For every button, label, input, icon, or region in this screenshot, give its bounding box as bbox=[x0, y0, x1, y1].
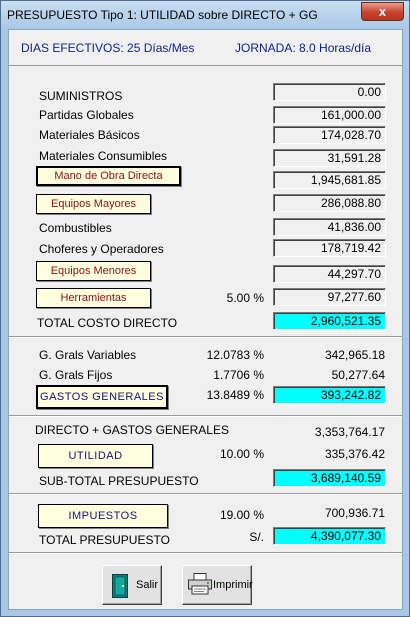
gg-fijos-label: G. Grals Fijos bbox=[39, 368, 113, 382]
materiales-consumibles-label: Materiales Consumibles bbox=[39, 149, 168, 163]
materiales-consumibles-value: 31,591.28 bbox=[273, 149, 386, 167]
printer-icon bbox=[188, 573, 212, 598]
salir-label: Salir bbox=[136, 579, 159, 591]
close-button[interactable]: x bbox=[361, 2, 404, 21]
equipos-menores-button[interactable]: Equipos Menores bbox=[36, 261, 151, 281]
client-area: DIAS EFECTIVOS: 25 Días/Mes JORNADA: 8.0… bbox=[8, 29, 403, 610]
total-directo-value: 2,960,521.35 bbox=[273, 312, 386, 330]
gg-variables-percent: 12.0783 % bbox=[206, 348, 264, 362]
mano-obra-button[interactable]: Mano de Obra Directa bbox=[36, 166, 181, 186]
equipos-mayores-button[interactable]: Equipos Mayores bbox=[36, 194, 151, 214]
combustibles-value: 41,836.00 bbox=[273, 218, 386, 236]
herramientas-value: 97,277.60 bbox=[273, 288, 386, 306]
equipos-mayores-value: 286,088.80 bbox=[273, 194, 386, 212]
total-directo-label: TOTAL COSTO DIRECTO bbox=[37, 316, 178, 330]
currency-label: S/. bbox=[249, 530, 264, 544]
total-presupuesto-label: TOTAL PRESUPUESTO bbox=[39, 533, 170, 547]
imprimir-button[interactable]: Imprimir bbox=[182, 565, 253, 605]
choferes-value: 178,719.42 bbox=[273, 239, 386, 257]
impuestos-value: 700,936.71 bbox=[324, 506, 385, 520]
gg-fijos-percent: 1.7706 % bbox=[213, 368, 264, 382]
herramientas-button[interactable]: Herramientas bbox=[36, 288, 151, 308]
directo-gg-value: 3,353,764.17 bbox=[314, 425, 385, 439]
impuestos-button[interactable]: IMPUESTOS bbox=[38, 504, 168, 528]
exit-door-icon bbox=[112, 574, 128, 601]
materiales-basicos-label: Materiales Básicos bbox=[39, 128, 140, 142]
directo-gg-label: DIRECTO + GASTOS GENERALES bbox=[35, 423, 229, 437]
salir-button[interactable]: Salir bbox=[102, 565, 162, 605]
partidas-value: 161,000.00 bbox=[273, 106, 386, 124]
subtotal-label: SUB-TOTAL PRESUPUESTO bbox=[39, 474, 199, 488]
herramientas-percent: 5.00 % bbox=[226, 291, 264, 305]
title-bar: PRESUPUESTO Tipo 1: UTILIDAD sobre DIREC… bbox=[1, 1, 409, 29]
divider bbox=[9, 493, 402, 495]
gg-fijos-value: 50,277.64 bbox=[331, 368, 385, 382]
utilidad-button[interactable]: UTILIDAD bbox=[38, 444, 153, 468]
gastos-generales-percent: 13.8489 % bbox=[206, 388, 264, 402]
total-presupuesto-value: 4,390,077.30 bbox=[273, 527, 386, 545]
header-band: DIAS EFECTIVOS: 25 Días/Mes JORNADA: 8.0… bbox=[9, 30, 402, 66]
utilidad-value: 335,376.42 bbox=[324, 447, 385, 461]
combustibles-label: Combustibles bbox=[39, 221, 112, 235]
equipos-menores-value: 44,297.70 bbox=[273, 265, 386, 283]
impuestos-percent: 19.00 % bbox=[219, 508, 264, 522]
divider bbox=[9, 552, 402, 554]
dias-efectivos-text: DIAS EFECTIVOS: 25 Días/Mes bbox=[21, 41, 195, 55]
jornada-text: JORNADA: 8.0 Horas/día bbox=[235, 41, 372, 55]
imprimir-label: Imprimir bbox=[213, 579, 253, 591]
gastos-generales-value: 393,242.82 bbox=[273, 386, 386, 404]
gg-variables-value: 342,965.18 bbox=[324, 348, 385, 362]
utilidad-percent: 10.00 % bbox=[219, 447, 264, 461]
mano-obra-value: 1,945,681.85 bbox=[273, 171, 386, 189]
materiales-basicos-value: 174,028.70 bbox=[273, 126, 386, 144]
window-title: PRESUPUESTO Tipo 1: UTILIDAD sobre DIREC… bbox=[7, 8, 318, 22]
suministros-label: SUMINISTROS bbox=[39, 89, 123, 103]
choferes-label: Choferes y Operadores bbox=[39, 242, 164, 256]
gg-variables-label: G. Grals Variables bbox=[39, 348, 137, 362]
partidas-label: Partidas Globales bbox=[39, 108, 134, 122]
suministros-value: 0.00 bbox=[273, 83, 386, 101]
divider bbox=[9, 415, 402, 417]
divider bbox=[9, 336, 402, 338]
gastos-generales-button[interactable]: GASTOS GENERALES bbox=[36, 385, 168, 409]
subtotal-value: 3,689,140.59 bbox=[273, 469, 386, 487]
